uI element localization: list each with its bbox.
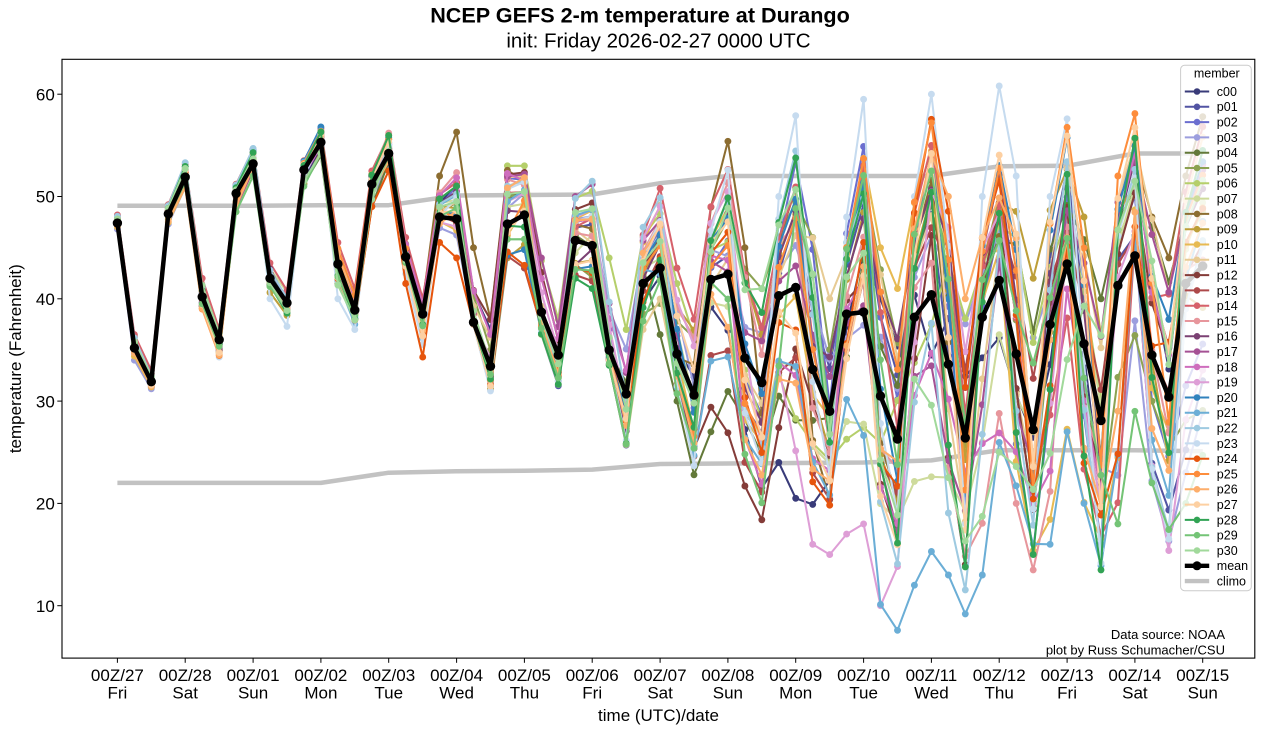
- svg-text:p07: p07: [1217, 192, 1238, 206]
- svg-text:p10: p10: [1217, 238, 1238, 252]
- svg-text:00Z/09: 00Z/09: [769, 666, 822, 685]
- svg-text:00Z/02: 00Z/02: [294, 666, 347, 685]
- svg-text:p09: p09: [1217, 223, 1238, 237]
- svg-text:time (UTC)/date: time (UTC)/date: [598, 706, 719, 725]
- svg-text:Mon: Mon: [779, 684, 812, 703]
- svg-text:p20: p20: [1217, 391, 1238, 405]
- svg-text:00Z/28: 00Z/28: [159, 666, 212, 685]
- svg-text:00Z/07: 00Z/07: [634, 666, 687, 685]
- svg-text:temperature (Fahrenheit): temperature (Fahrenheit): [6, 264, 25, 453]
- svg-text:Sun: Sun: [1188, 684, 1218, 703]
- svg-text:50: 50: [36, 188, 55, 207]
- svg-text:00Z/04: 00Z/04: [430, 666, 483, 685]
- svg-text:NCEP GEFS 2-m temperature at D: NCEP GEFS 2-m temperature at Durango: [430, 3, 850, 28]
- svg-text:00Z/15: 00Z/15: [1176, 666, 1229, 685]
- svg-text:p16: p16: [1217, 330, 1238, 344]
- svg-text:p28: p28: [1217, 513, 1238, 527]
- svg-text:00Z/06: 00Z/06: [566, 666, 619, 685]
- svg-text:p02: p02: [1217, 116, 1238, 130]
- svg-text:member: member: [1194, 67, 1240, 81]
- svg-text:20: 20: [36, 495, 55, 514]
- svg-text:p30: p30: [1217, 544, 1238, 558]
- svg-text:40: 40: [36, 290, 55, 309]
- svg-text:00Z/11: 00Z/11: [906, 666, 958, 685]
- svg-text:00Z/08: 00Z/08: [701, 666, 754, 685]
- svg-text:p17: p17: [1217, 345, 1238, 359]
- svg-text:p13: p13: [1217, 284, 1238, 298]
- svg-text:00Z/12: 00Z/12: [973, 666, 1026, 685]
- svg-text:p27: p27: [1217, 498, 1238, 512]
- svg-text:Data source: NOAA: Data source: NOAA: [1111, 627, 1225, 642]
- svg-text:Sun: Sun: [713, 684, 743, 703]
- svg-text:p21: p21: [1217, 406, 1238, 420]
- svg-text:Wed: Wed: [439, 684, 474, 703]
- svg-text:Mon: Mon: [304, 684, 337, 703]
- svg-text:climo: climo: [1217, 575, 1246, 589]
- svg-text:Tue: Tue: [374, 684, 403, 703]
- svg-text:00Z/01: 00Z/01: [227, 666, 280, 685]
- svg-text:Tue: Tue: [849, 684, 878, 703]
- svg-text:p25: p25: [1217, 467, 1238, 481]
- svg-text:00Z/27: 00Z/27: [91, 666, 144, 685]
- svg-text:60: 60: [36, 85, 55, 104]
- svg-text:p18: p18: [1217, 360, 1238, 374]
- svg-text:Thu: Thu: [510, 684, 539, 703]
- svg-text:Sat: Sat: [1122, 684, 1148, 703]
- svg-text:p19: p19: [1217, 376, 1238, 390]
- svg-text:30: 30: [36, 392, 55, 411]
- svg-text:00Z/14: 00Z/14: [1108, 666, 1161, 685]
- svg-text:p12: p12: [1217, 269, 1238, 283]
- svg-text:p05: p05: [1217, 161, 1238, 175]
- svg-text:p22: p22: [1217, 422, 1238, 436]
- svg-text:Sat: Sat: [172, 684, 198, 703]
- svg-text:00Z/10: 00Z/10: [837, 666, 890, 685]
- svg-text:c00: c00: [1217, 85, 1237, 99]
- svg-text:p01: p01: [1217, 100, 1238, 114]
- svg-text:Fri: Fri: [107, 684, 127, 703]
- svg-text:p08: p08: [1217, 207, 1238, 221]
- svg-text:Sat: Sat: [647, 684, 673, 703]
- svg-text:Wed: Wed: [914, 684, 949, 703]
- svg-text:p15: p15: [1217, 314, 1238, 328]
- svg-text:plot by Russ Schumacher/CSU: plot by Russ Schumacher/CSU: [1046, 643, 1225, 658]
- svg-text:p06: p06: [1217, 177, 1238, 191]
- svg-text:p29: p29: [1217, 529, 1238, 543]
- svg-text:Fri: Fri: [1057, 684, 1077, 703]
- svg-text:00Z/13: 00Z/13: [1041, 666, 1094, 685]
- svg-text:00Z/03: 00Z/03: [362, 666, 415, 685]
- svg-text:p23: p23: [1217, 437, 1238, 451]
- svg-text:10: 10: [36, 597, 55, 616]
- svg-text:p14: p14: [1217, 299, 1238, 313]
- svg-text:p11: p11: [1217, 253, 1237, 267]
- svg-text:p04: p04: [1217, 146, 1238, 160]
- svg-text:init: Friday 2026-02-27 0000 U: init: Friday 2026-02-27 0000 UTC: [506, 30, 810, 53]
- svg-text:Sun: Sun: [238, 684, 268, 703]
- svg-text:Fri: Fri: [582, 684, 602, 703]
- svg-text:Thu: Thu: [985, 684, 1014, 703]
- svg-text:00Z/05: 00Z/05: [498, 666, 551, 685]
- svg-text:p26: p26: [1217, 483, 1238, 497]
- svg-text:mean: mean: [1217, 559, 1248, 573]
- svg-text:p24: p24: [1217, 452, 1238, 466]
- svg-text:p03: p03: [1217, 131, 1238, 145]
